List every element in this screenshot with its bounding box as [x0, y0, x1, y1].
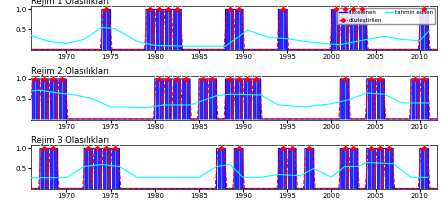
Legend: filtrelenen, düzleştirilen, tahmin edilen: filtrelenen, düzleştirilen, tahmin edile…	[337, 8, 435, 24]
Text: Rejim 2 Olasılıkları: Rejim 2 Olasılıkları	[31, 67, 109, 76]
Text: Rejim 3 Olasılıkları: Rejim 3 Olasılıkları	[31, 136, 109, 145]
Text: Rejim 1 Olasılıkları: Rejim 1 Olasılıkları	[31, 0, 109, 6]
